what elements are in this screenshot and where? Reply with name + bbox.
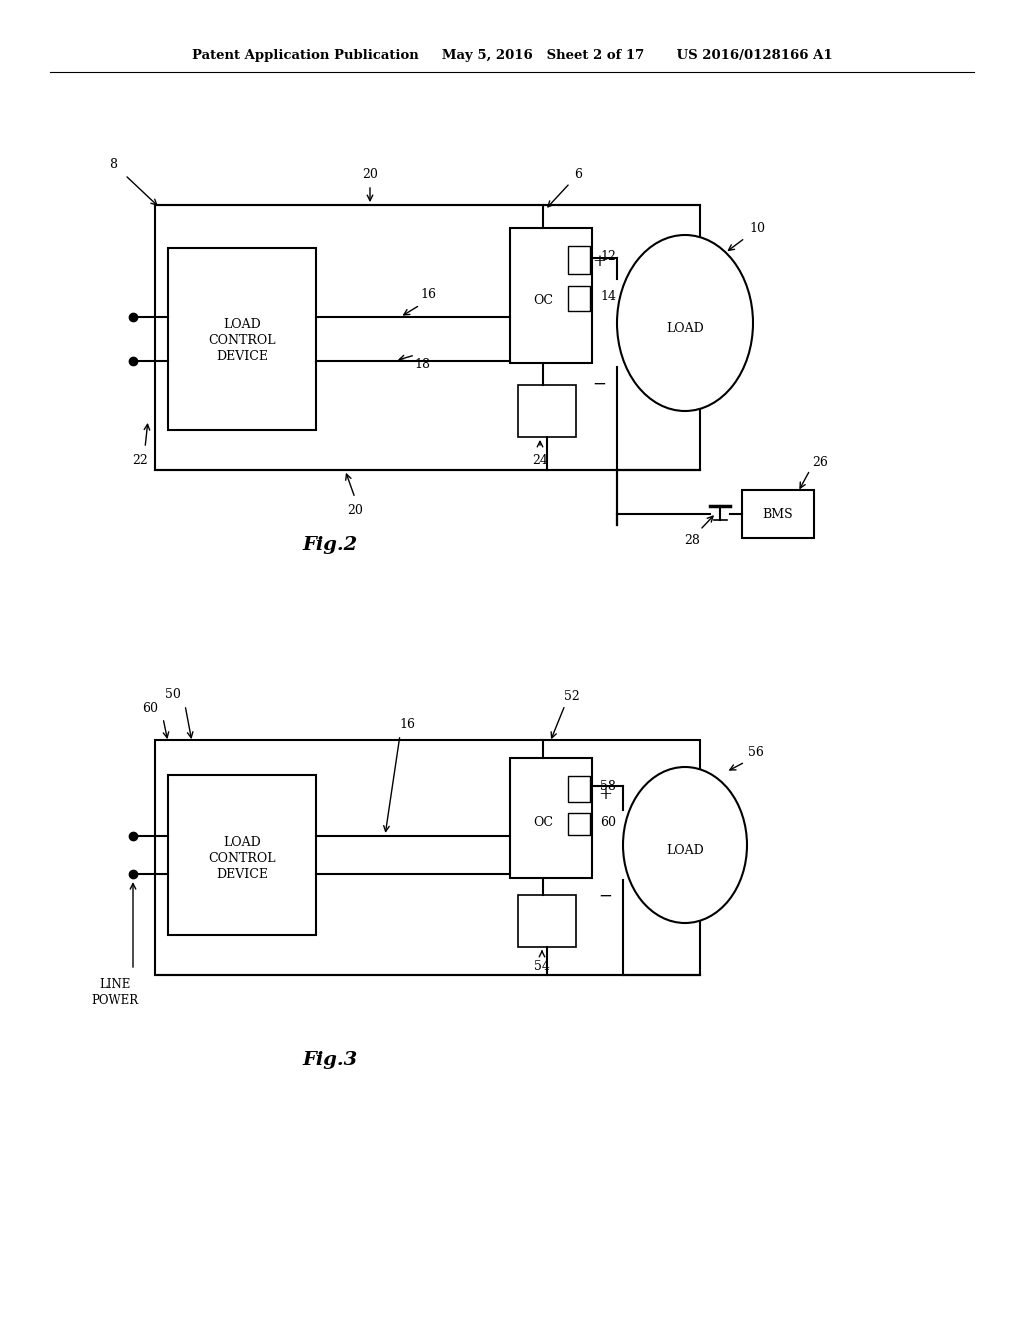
Text: DEVICE: DEVICE (216, 351, 268, 363)
Text: 10: 10 (749, 222, 765, 235)
Bar (568, 813, 590, 836)
Text: 16: 16 (399, 718, 415, 731)
Text: CONTROL: CONTROL (208, 853, 275, 866)
Text: LOAD: LOAD (223, 318, 261, 331)
Text: 54: 54 (535, 961, 550, 974)
Bar (568, 246, 590, 275)
Text: Patent Application Publication     May 5, 2016   Sheet 2 of 17       US 2016/012: Patent Application Publication May 5, 20… (191, 49, 833, 62)
Text: 58: 58 (600, 780, 615, 792)
Text: 24: 24 (532, 454, 548, 466)
Text: 20: 20 (347, 503, 362, 516)
Text: 60: 60 (142, 701, 158, 714)
Text: OC: OC (534, 294, 553, 308)
Bar (510, 228, 592, 363)
Bar (168, 248, 316, 430)
Text: 50: 50 (165, 689, 181, 701)
Bar (155, 205, 700, 470)
Bar (518, 385, 575, 437)
Bar (168, 775, 316, 935)
Text: OC: OC (534, 817, 553, 829)
Text: LOAD: LOAD (667, 843, 703, 857)
Text: −: − (592, 376, 606, 393)
Text: DEVICE: DEVICE (216, 869, 268, 882)
Text: POWER: POWER (91, 994, 138, 1006)
Text: 60: 60 (600, 817, 616, 829)
Text: +: + (592, 253, 606, 269)
Text: CONTROL: CONTROL (208, 334, 275, 347)
Text: 6: 6 (574, 168, 582, 181)
Bar (568, 286, 590, 312)
Text: 8: 8 (109, 158, 117, 172)
Text: LINE: LINE (99, 978, 131, 991)
Text: LOAD: LOAD (667, 322, 703, 334)
Bar (742, 490, 814, 539)
Ellipse shape (617, 235, 753, 411)
Ellipse shape (623, 767, 746, 923)
Text: 14: 14 (600, 289, 616, 302)
Bar (518, 895, 575, 946)
Bar (510, 758, 592, 878)
Text: 26: 26 (812, 455, 828, 469)
Text: −: − (598, 887, 612, 904)
Text: 22: 22 (132, 454, 147, 466)
Text: 18: 18 (414, 359, 430, 371)
Text: LOAD: LOAD (223, 837, 261, 850)
Text: 28: 28 (684, 533, 700, 546)
Text: Fig.3: Fig.3 (302, 1051, 357, 1069)
Text: 20: 20 (362, 169, 378, 181)
Text: 56: 56 (749, 746, 764, 759)
Text: Fig.2: Fig.2 (302, 536, 357, 554)
Text: BMS: BMS (763, 507, 794, 520)
Text: 16: 16 (420, 289, 436, 301)
Bar (568, 776, 590, 803)
Bar (155, 741, 700, 975)
Text: 52: 52 (564, 689, 580, 702)
Text: +: + (598, 785, 612, 803)
Text: 12: 12 (600, 249, 615, 263)
